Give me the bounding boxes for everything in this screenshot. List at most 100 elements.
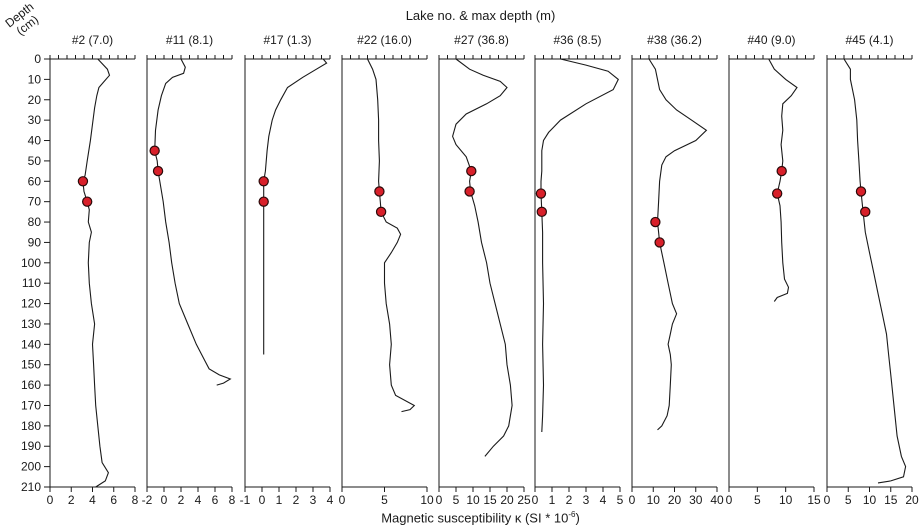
panel-title: #36 (8.5)	[553, 33, 601, 47]
series-line	[768, 58, 798, 302]
y-tick-label: 170	[21, 398, 41, 412]
x-tick-label: 0	[161, 493, 168, 507]
sample-marker	[654, 237, 665, 248]
x-tick-label: 30	[689, 493, 703, 507]
x-tick-label: 8	[132, 493, 139, 507]
sample-marker	[860, 206, 871, 218]
y-tick-label: 70	[28, 195, 42, 209]
series-line	[367, 58, 416, 413]
panel-title: #38 (36.2)	[647, 33, 702, 47]
x-tick-label: 2	[68, 493, 75, 507]
x-tick-label: 2	[178, 493, 185, 507]
series-line	[540, 58, 619, 433]
x-tick-label: 0	[436, 493, 443, 507]
y-tick-label: 40	[28, 134, 42, 148]
y-tick-label: 120	[21, 297, 41, 311]
y-tick-label: 200	[21, 460, 41, 474]
x-tick-label: 1	[549, 493, 556, 507]
x-tick-label: 10	[420, 493, 434, 507]
x-tick-label: 15	[807, 493, 821, 507]
x-tick-label: 0	[629, 493, 636, 507]
y-tick-label: 50	[28, 154, 42, 168]
x-tick-label: 0	[339, 493, 346, 507]
x-tick-label: 2	[293, 493, 300, 507]
x-tick-label: 15	[884, 493, 898, 507]
y-tick-label: 0	[34, 52, 41, 66]
panel-title: #2 (7.0)	[72, 33, 113, 47]
x-tick-label: 10	[466, 493, 480, 507]
y-tick-label: 90	[28, 235, 42, 249]
sample-marker	[81, 196, 93, 207]
series-line	[648, 58, 708, 431]
x-tick-label: 10	[647, 493, 661, 507]
series-line	[452, 58, 513, 457]
x-tick-label: -1	[240, 493, 251, 507]
x-tick-label: 2	[566, 493, 573, 507]
chart-title: Lake no. & max depth (m)	[405, 8, 556, 23]
panel-title: #11 (8.1)	[166, 33, 213, 47]
y-tick-label: 10	[28, 72, 42, 86]
y-tick-label: 180	[21, 419, 41, 433]
panel-title: #40 (9.0)	[747, 33, 795, 47]
sample-marker	[650, 216, 661, 228]
y-tick-label: 140	[21, 337, 41, 351]
x-tick-label: 3	[310, 493, 317, 507]
sample-marker	[464, 186, 475, 197]
panel-title: #22 (16.0)	[357, 33, 412, 47]
x-tick-label: 1	[276, 493, 283, 507]
panel-title: #27 (36.8)	[454, 33, 509, 47]
sample-marker	[536, 206, 548, 218]
y-tick-label: 30	[28, 113, 42, 127]
x-tick-label: 4	[600, 493, 607, 507]
sample-marker	[258, 176, 269, 187]
x-tick-label: 4	[195, 493, 202, 507]
sample-marker	[77, 176, 89, 187]
x-tick-label: 0	[532, 493, 539, 507]
x-tick-label: 6	[110, 493, 117, 507]
x-tick-label: 6	[212, 493, 219, 507]
sample-marker	[375, 206, 387, 218]
sample-marker	[149, 145, 160, 156]
x-tick-label: 20	[500, 493, 514, 507]
y-tick-label: 130	[21, 317, 41, 331]
sample-marker	[771, 188, 783, 199]
x-tick-label: 4	[327, 493, 334, 507]
y-tick-label: 160	[21, 378, 41, 392]
sample-marker	[776, 165, 787, 177]
x-tick-label: 40	[710, 493, 724, 507]
x-axis-label: Magnetic susceptibility κ (SI * 10-6)	[0, 510, 921, 525]
series-line	[82, 58, 111, 488]
panel-title: #45 (4.1)	[845, 33, 893, 47]
sample-marker	[855, 186, 867, 197]
x-axis-label-exponent: -6	[568, 510, 576, 519]
panel-title: #17 (1.3)	[263, 33, 311, 47]
sample-marker	[374, 186, 385, 197]
series-line	[843, 58, 907, 484]
series-line	[263, 58, 328, 355]
sample-marker	[535, 188, 547, 199]
y-tick-label: 60	[28, 174, 42, 188]
x-axis-label-close: )	[575, 510, 580, 526]
x-tick-label: 5	[617, 493, 624, 507]
x-tick-label: 5	[453, 493, 460, 507]
x-tick-label: 8	[229, 493, 236, 507]
y-tick-label: 110	[22, 276, 41, 290]
y-tick-label: 150	[21, 358, 41, 372]
x-tick-label: 5	[754, 493, 761, 507]
x-tick-label: 5	[845, 493, 852, 507]
x-tick-label: 4	[89, 493, 96, 507]
sample-marker	[258, 196, 269, 207]
y-tick-label: 190	[21, 439, 41, 453]
x-tick-label: 0	[259, 493, 266, 507]
y-tick-label: 80	[28, 215, 42, 229]
x-tick-label: 0	[47, 493, 54, 507]
y-tick-label: 210	[21, 480, 41, 494]
x-axis-label-text: Magnetic susceptibility κ (SI * 10	[381, 510, 569, 526]
x-tick-label: 0	[726, 493, 733, 507]
x-tick-label: -2	[142, 493, 153, 507]
y-tick-label: 20	[28, 93, 42, 107]
x-tick-label: 25	[517, 493, 531, 507]
sample-marker	[466, 165, 477, 177]
x-tick-label: 5	[381, 493, 388, 507]
